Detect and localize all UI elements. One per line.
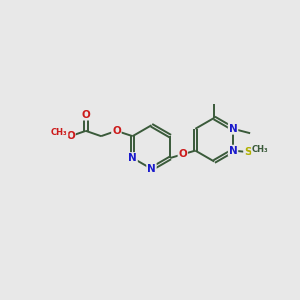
Text: N: N [229,146,237,156]
Text: O: O [66,131,75,141]
Text: O: O [178,149,187,159]
Text: S: S [244,147,251,157]
Text: CH₃: CH₃ [252,145,268,154]
Text: O: O [81,110,90,120]
Text: N: N [128,153,137,163]
Text: N: N [229,124,237,134]
Text: N: N [147,164,156,174]
Text: O: O [112,126,121,136]
Text: CH₃: CH₃ [51,128,68,137]
